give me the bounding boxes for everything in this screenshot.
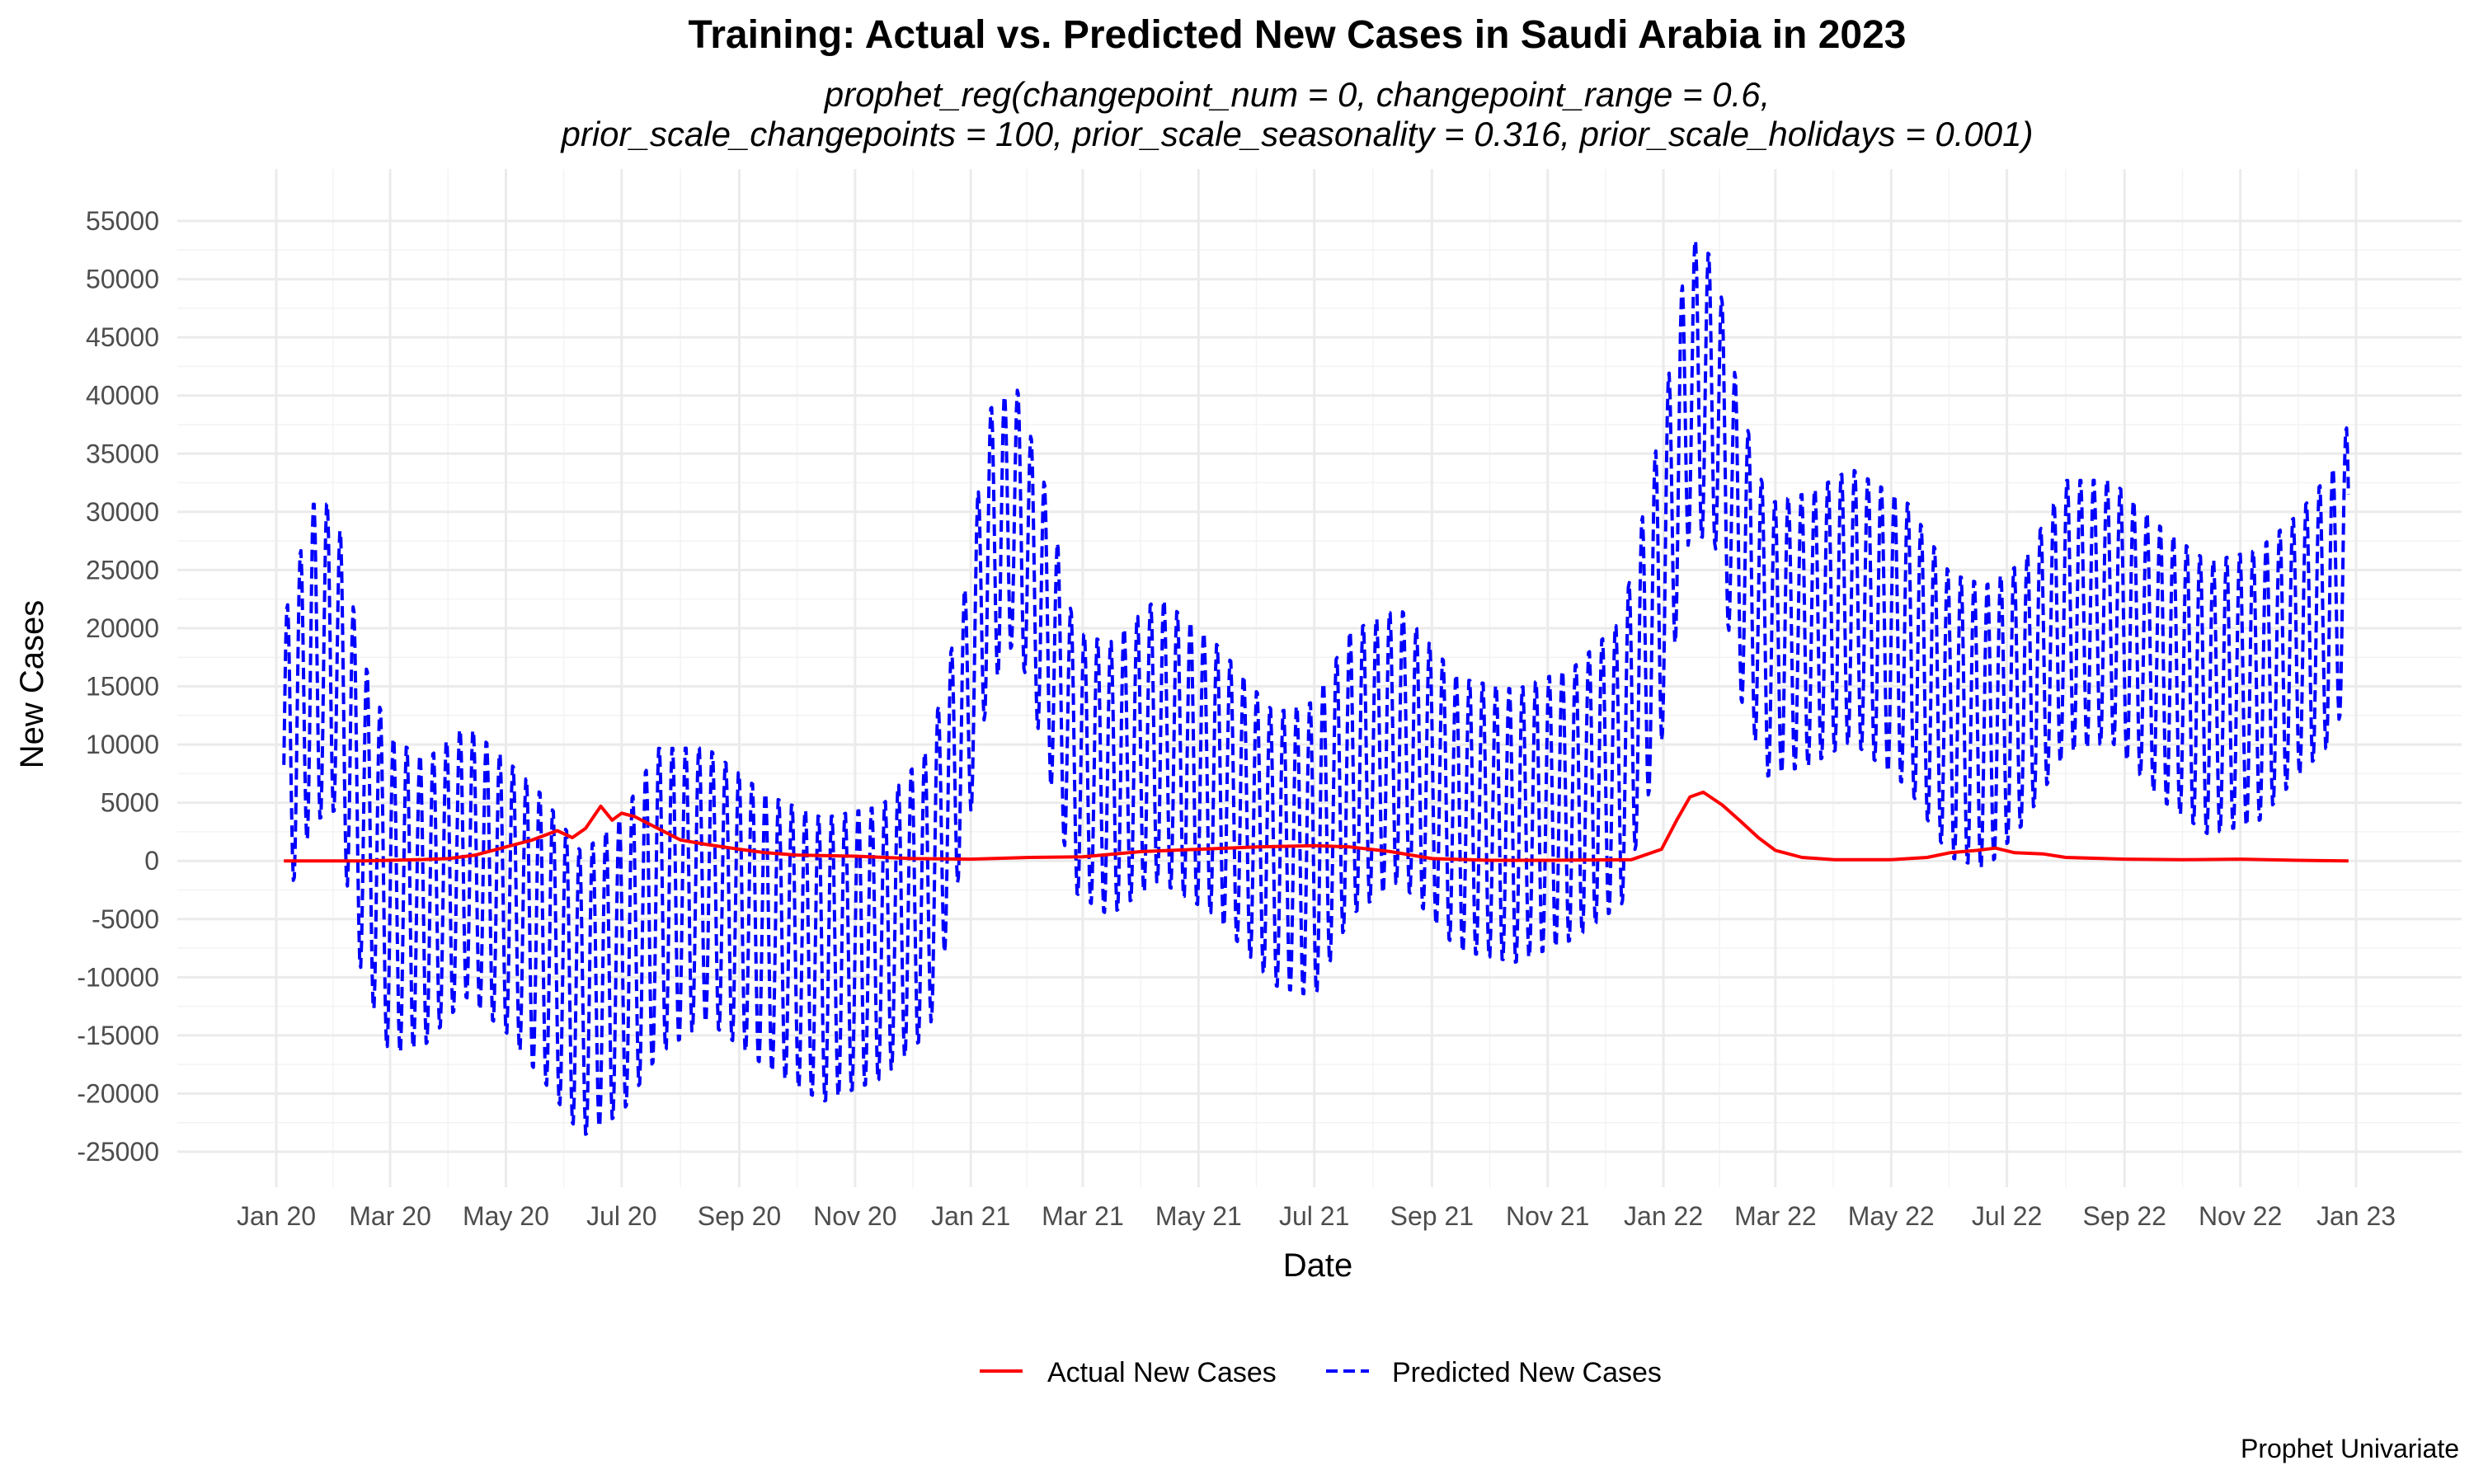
y-tick-label: -5000 — [92, 904, 159, 934]
x-tick-label: Mar 20 — [349, 1201, 431, 1231]
y-tick-label: -15000 — [77, 1021, 159, 1050]
y-tick-label: 55000 — [86, 206, 159, 236]
y-tick-label: 25000 — [86, 555, 159, 585]
x-tick-label: Nov 21 — [1506, 1201, 1589, 1231]
y-tick-label: 5000 — [101, 788, 159, 818]
y-tick-label: 40000 — [86, 381, 159, 411]
legend: Actual New Cases Predicted New Cases — [980, 1357, 1662, 1388]
x-tick-label: Jan 20 — [237, 1201, 316, 1231]
x-tick-label: Jan 21 — [931, 1201, 1010, 1231]
legend-label-predicted: Predicted New Cases — [1392, 1357, 1662, 1388]
y-tick-label: -10000 — [77, 962, 159, 992]
chart-subtitle-line-2: prior_scale_changepoints = 100, prior_sc… — [560, 115, 2034, 153]
series-predicted-line — [282, 239, 2350, 1136]
y-tick-label: 15000 — [86, 672, 159, 702]
x-axis-ticks: Jan 20 Mar 20 May 20 Jul 20 Sep 20 Nov 20 Jan … — [237, 1201, 2396, 1231]
x-tick-label: Sep 20 — [698, 1201, 781, 1231]
chart-caption: Prophet Univariate — [2241, 1434, 2459, 1463]
y-axis-ticks: -25000 -20000 -15000 -10000 -5000 0 5000 10000 1… — [77, 206, 159, 1167]
y-tick-label: -20000 — [77, 1078, 159, 1108]
x-tick-label: Mar 22 — [1734, 1201, 1817, 1231]
x-tick-label: May 21 — [1155, 1201, 1242, 1231]
x-tick-label: Sep 22 — [2083, 1201, 2166, 1231]
y-tick-label: 20000 — [86, 613, 159, 643]
x-tick-label: Jan 22 — [1624, 1201, 1703, 1231]
x-tick-label: Jan 23 — [2316, 1201, 2396, 1231]
y-tick-label: 0 — [144, 846, 159, 876]
x-tick-label: Sep 21 — [1390, 1201, 1474, 1231]
x-tick-label: Mar 21 — [1042, 1201, 1124, 1231]
y-tick-label: 30000 — [86, 497, 159, 527]
y-tick-label: 35000 — [86, 439, 159, 468]
y-tick-label: 50000 — [86, 265, 159, 294]
chart-subtitle-line-1: prophet_reg(changepoint_num = 0, changep… — [823, 75, 1771, 114]
x-axis-label: Date — [1283, 1247, 1353, 1284]
x-tick-label: Nov 20 — [813, 1201, 896, 1231]
x-tick-label: Jul 21 — [1279, 1201, 1349, 1231]
y-axis-label: New Cases — [14, 600, 50, 769]
x-tick-label: Nov 22 — [2199, 1201, 2282, 1231]
y-tick-label: -25000 — [77, 1137, 159, 1167]
x-tick-label: Jul 20 — [586, 1201, 656, 1231]
x-tick-label: May 20 — [463, 1201, 549, 1231]
chart-title: Training: Actual vs. Predicted New Cases… — [689, 13, 1907, 57]
x-tick-label: Jul 22 — [1972, 1201, 2042, 1231]
x-tick-label: May 22 — [1848, 1201, 1935, 1231]
legend-label-actual: Actual New Cases — [1047, 1357, 1277, 1388]
y-tick-label: 45000 — [86, 322, 159, 352]
y-tick-label: 10000 — [86, 730, 159, 759]
series-layer — [282, 239, 2350, 1136]
series-actual-line — [284, 790, 2349, 863]
